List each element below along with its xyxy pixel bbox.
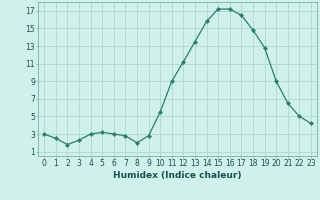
X-axis label: Humidex (Indice chaleur): Humidex (Indice chaleur) — [113, 171, 242, 180]
